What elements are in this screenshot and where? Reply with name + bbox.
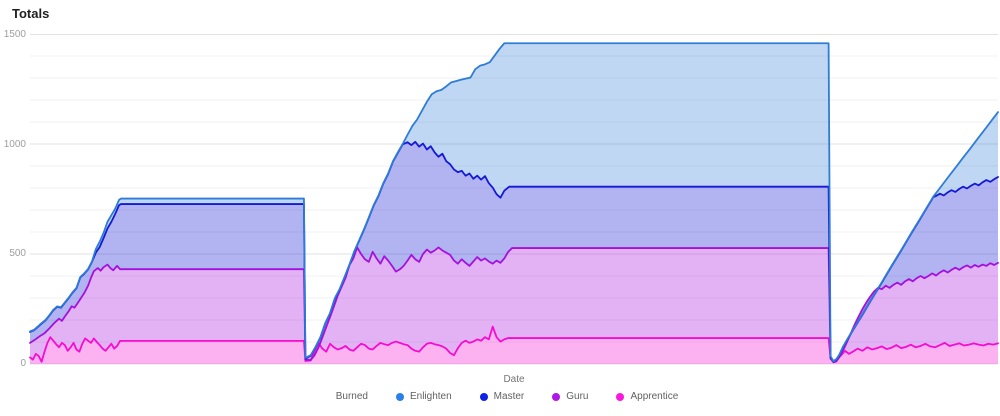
- legend-item-burned[interactable]: Burned: [322, 391, 368, 402]
- legend-label: Apprentice: [630, 391, 679, 402]
- legend-item-master[interactable]: Master: [479, 391, 525, 402]
- series-area-apprentice: [30, 326, 998, 364]
- y-axis-tick-label: 0: [20, 358, 26, 369]
- series-area-enlighten: [30, 43, 998, 362]
- legend-label: Burned: [335, 391, 368, 402]
- series-area-master: [30, 141, 998, 363]
- legend: Burned Enlighten Master Guru Apprentice: [0, 391, 1000, 402]
- legend-label: Master: [493, 391, 525, 402]
- series-line-apprentice: [29, 325, 999, 363]
- chart-title: Totals: [12, 6, 50, 21]
- series-line-guru: [29, 246, 999, 364]
- legend-marker-apprentice-icon: [616, 392, 625, 401]
- legend-label: Enlighten: [409, 391, 452, 402]
- y-axis-tick-label: 1000: [3, 138, 26, 150]
- series-area-guru: [30, 247, 998, 363]
- series-line-enlighten: [29, 42, 999, 363]
- y-axis-tick-label: 1500: [3, 29, 26, 40]
- x-axis-title: Date: [503, 374, 525, 385]
- legend-label: Guru: [566, 391, 589, 402]
- legend-item-apprentice[interactable]: Apprentice: [616, 391, 678, 402]
- y-axis: 0 500 1000 1500: [0, 29, 26, 369]
- legend-item-enlighten[interactable]: Enlighten: [395, 391, 452, 402]
- legend-marker-enlighten-icon: [395, 392, 404, 401]
- y-axis-tick-label: 500: [9, 248, 26, 260]
- plot-area[interactable]: [29, 34, 999, 365]
- legend-marker-guru-icon: [552, 392, 561, 401]
- legend-marker-master-icon: [479, 392, 488, 401]
- legend-item-guru[interactable]: Guru: [552, 391, 588, 402]
